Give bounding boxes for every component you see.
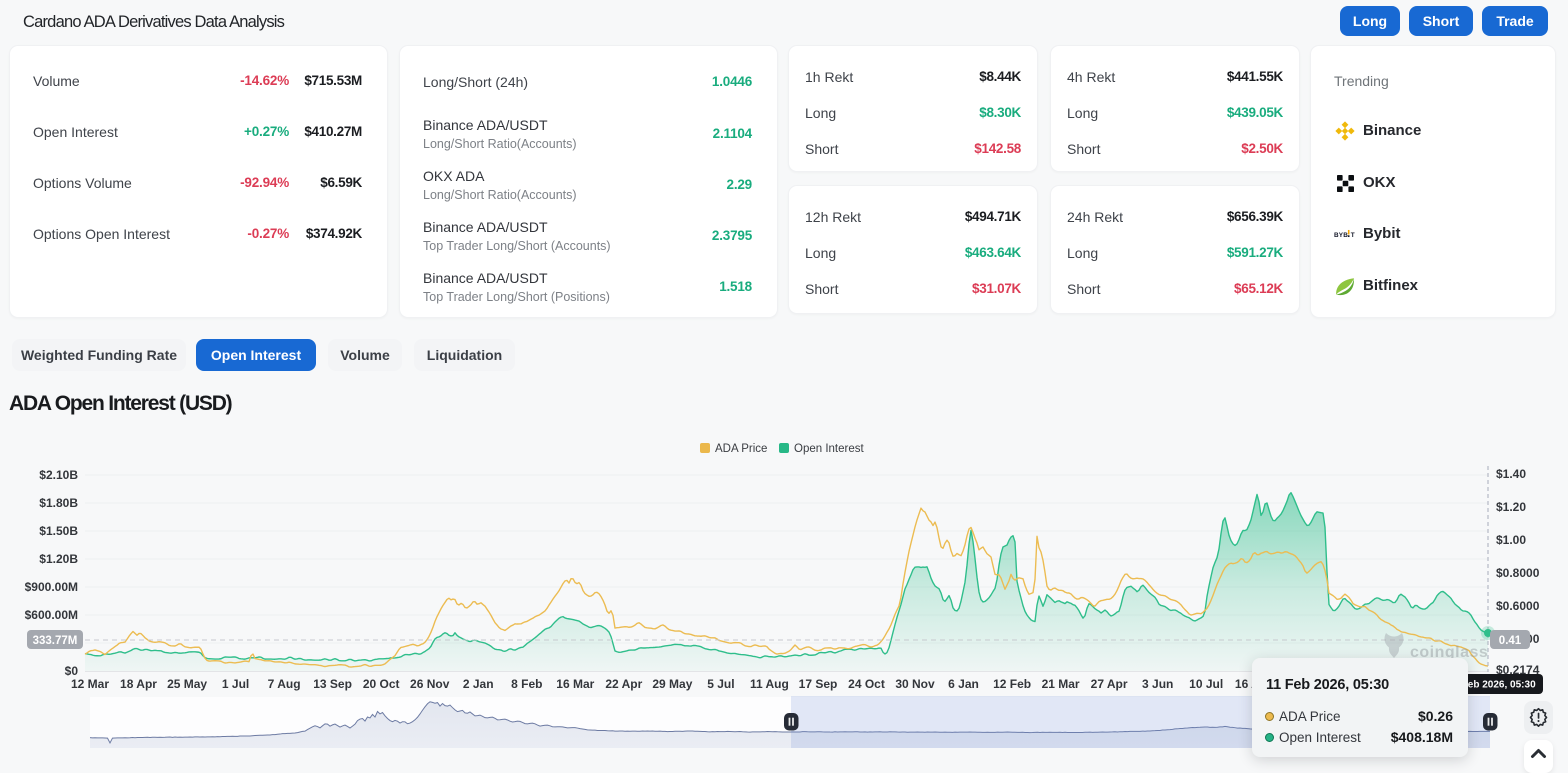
svg-text:11 Feb 2026, 05:30: 11 Feb 2026, 05:30 [1448, 680, 1536, 691]
svg-text:30 Nov: 30 Nov [895, 677, 935, 691]
svg-text:$1.20B: $1.20B [39, 552, 78, 566]
svg-text:8 Feb: 8 Feb [511, 677, 542, 691]
svg-text:25 May: 25 May [167, 677, 207, 691]
svg-text:coinglass: coinglass [1410, 644, 1488, 661]
svg-text:3 Jun: 3 Jun [1142, 677, 1173, 691]
svg-text:$0.8000: $0.8000 [1496, 566, 1540, 580]
svg-text:5 Jul: 5 Jul [707, 677, 734, 691]
svg-text:26 Nov: 26 Nov [410, 677, 450, 691]
svg-text:T: T [1351, 232, 1355, 239]
svg-text:29 May: 29 May [652, 677, 692, 691]
svg-text:21 Mar: 21 Mar [1042, 677, 1080, 691]
svg-text:$1.40: $1.40 [1496, 467, 1526, 481]
svg-text:2 Jan: 2 Jan [463, 677, 494, 691]
svg-text:11 Aug: 11 Aug [750, 677, 789, 691]
svg-text:12 Mar: 12 Mar [71, 677, 109, 691]
svg-text:10 Jul: 10 Jul [1189, 677, 1223, 691]
svg-text:$600.00M: $600.00M [25, 608, 78, 622]
svg-text:24 Oct: 24 Oct [848, 677, 885, 691]
svg-text:$1.50B: $1.50B [39, 524, 78, 538]
svg-text:17 Sep: 17 Sep [799, 677, 838, 691]
svg-text:$0.6000: $0.6000 [1496, 599, 1540, 613]
svg-text:13 Sep: 13 Sep [313, 677, 352, 691]
svg-text:22 Apr: 22 Apr [605, 677, 642, 691]
svg-text:$0.2174: $0.2174 [1496, 663, 1540, 677]
svg-text:$1.80B: $1.80B [39, 496, 78, 510]
svg-text:$1.00: $1.00 [1496, 533, 1526, 547]
svg-text:$0: $0 [65, 664, 79, 678]
svg-text:27 Apr: 27 Apr [1091, 677, 1128, 691]
svg-text:$900.00M: $900.00M [25, 580, 78, 594]
svg-text:20 Oct: 20 Oct [363, 677, 400, 691]
svg-text:12 Feb: 12 Feb [993, 677, 1031, 691]
svg-text:BYB: BYB [1334, 232, 1348, 239]
svg-text:1 Jul: 1 Jul [222, 677, 249, 691]
svg-text:6 Jan: 6 Jan [948, 677, 979, 691]
svg-text:16 Mar: 16 Mar [556, 677, 594, 691]
svg-text:$1.20: $1.20 [1496, 500, 1526, 514]
svg-text:18 Apr: 18 Apr [120, 677, 157, 691]
svg-text:0.41: 0.41 [1499, 635, 1522, 647]
svg-text:333.77M: 333.77M [33, 635, 78, 647]
svg-text:7 Aug: 7 Aug [268, 677, 301, 691]
svg-text:$2.10B: $2.10B [39, 468, 78, 482]
